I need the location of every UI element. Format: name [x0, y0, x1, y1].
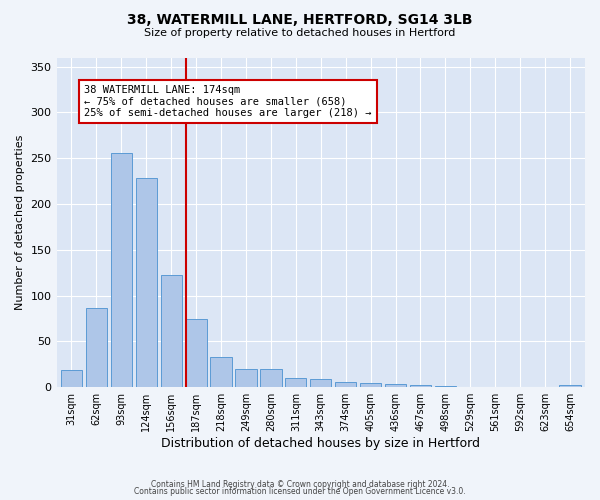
Bar	[161, 276, 182, 387]
Bar	[111, 152, 132, 387]
Text: Contains public sector information licensed under the Open Government Licence v3: Contains public sector information licen…	[134, 488, 466, 496]
Bar	[211, 357, 232, 387]
Text: 38 WATERMILL LANE: 174sqm
← 75% of detached houses are smaller (658)
25% of semi: 38 WATERMILL LANE: 174sqm ← 75% of detac…	[84, 85, 371, 118]
Bar	[260, 369, 281, 387]
Bar	[86, 308, 107, 387]
X-axis label: Distribution of detached houses by size in Hertford: Distribution of detached houses by size …	[161, 437, 480, 450]
Bar	[136, 178, 157, 387]
Y-axis label: Number of detached properties: Number of detached properties	[15, 134, 25, 310]
Bar	[310, 379, 331, 387]
Bar	[235, 369, 257, 387]
Text: Size of property relative to detached houses in Hertford: Size of property relative to detached ho…	[145, 28, 455, 38]
Bar	[61, 370, 82, 387]
Bar	[285, 378, 307, 387]
Bar	[435, 386, 456, 387]
Bar	[185, 318, 207, 387]
Bar	[410, 386, 431, 387]
Bar	[335, 382, 356, 387]
Bar	[559, 386, 581, 387]
Bar	[360, 382, 381, 387]
Bar	[385, 384, 406, 387]
Text: 38, WATERMILL LANE, HERTFORD, SG14 3LB: 38, WATERMILL LANE, HERTFORD, SG14 3LB	[127, 12, 473, 26]
Text: Contains HM Land Registry data © Crown copyright and database right 2024.: Contains HM Land Registry data © Crown c…	[151, 480, 449, 489]
